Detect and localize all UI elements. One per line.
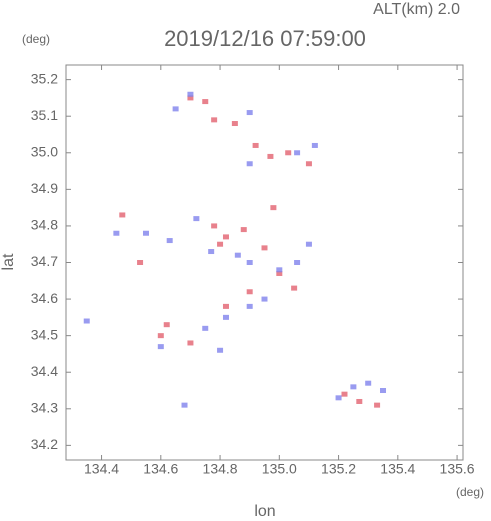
echo-point	[211, 117, 218, 123]
echo-point	[163, 322, 170, 328]
echo-point	[246, 161, 253, 167]
x-tick-label: 134.8	[203, 461, 238, 477]
echo-point	[119, 212, 126, 218]
echo-point	[246, 289, 253, 295]
echo-point	[202, 325, 209, 331]
y-tick-label: 35.2	[31, 70, 58, 86]
echo-point	[187, 91, 194, 97]
echo-point	[202, 99, 209, 105]
echo-point	[305, 161, 312, 167]
echo-point	[267, 153, 274, 159]
x-tick-label: 134.4	[84, 461, 119, 477]
y-tick-label: 34.4	[31, 363, 58, 379]
echo-point	[231, 121, 238, 127]
echo-point	[341, 391, 348, 397]
x-axis-label: lon	[254, 503, 275, 520]
x-tick-label: 135.6	[440, 461, 475, 477]
echo-point	[246, 303, 253, 309]
x-tick-label: 135.4	[380, 461, 415, 477]
echo-point	[157, 333, 164, 339]
y-tick-label: 34.2	[31, 436, 58, 452]
echo-point	[222, 234, 229, 240]
echo-point	[374, 402, 381, 408]
echo-point	[276, 267, 283, 273]
echo-point	[261, 296, 268, 302]
echo-point	[252, 142, 259, 148]
echo-point	[83, 318, 90, 324]
echo-point	[234, 252, 241, 258]
y-tick-label: 34.9	[31, 180, 58, 196]
chart-title: 2019/12/16 07:59:00	[164, 26, 366, 51]
echo-point	[240, 227, 247, 233]
echo-point	[311, 142, 318, 148]
y-tick-label: 34.6	[31, 290, 58, 306]
echo-point	[270, 205, 277, 211]
echo-point	[294, 150, 301, 156]
x-tick-label: 135.0	[262, 461, 297, 477]
echo-point	[217, 347, 224, 353]
echo-point	[137, 260, 144, 265]
echo-point	[356, 398, 363, 404]
echo-point	[166, 238, 173, 244]
echo-point	[291, 285, 298, 291]
echo-point	[261, 245, 268, 251]
echo-point	[285, 150, 292, 156]
y-unit: (deg)	[22, 32, 50, 46]
y-tick-label: 34.7	[31, 253, 58, 269]
echo-point	[350, 384, 357, 390]
echo-point	[187, 95, 194, 101]
y-tick-label: 34.8	[31, 217, 58, 233]
echo-point	[246, 110, 253, 116]
echo-point	[157, 344, 164, 350]
echo-point	[181, 402, 188, 408]
y-tick-label: 34.5	[31, 326, 58, 342]
echo-point	[211, 223, 218, 229]
echo-point	[365, 380, 372, 386]
plot-frame	[65, 64, 464, 461]
y-tick-label: 34.3	[31, 399, 58, 415]
x-tick-label: 134.6	[143, 461, 178, 477]
x-tick-label: 135.2	[321, 461, 356, 477]
altitude-label: ALT(km) 2.0	[373, 1, 460, 18]
echo-point	[276, 270, 283, 276]
echo-point	[142, 230, 149, 236]
echo-point	[113, 230, 120, 236]
echo-point	[335, 395, 342, 401]
echo-point	[193, 216, 200, 222]
echo-point	[172, 106, 179, 112]
y-tick-label: 35.0	[31, 143, 58, 159]
echo-point	[380, 388, 387, 394]
x-unit: (deg)	[456, 485, 484, 499]
echo-point	[222, 303, 229, 309]
echo-point	[294, 260, 301, 265]
y-tick-label: 35.1	[31, 107, 58, 123]
echo-point	[187, 340, 194, 346]
echo-point	[305, 241, 312, 247]
y-axis-label: lat	[0, 253, 17, 270]
echo-point	[208, 249, 215, 255]
echo-point	[246, 260, 253, 265]
echo-point	[217, 241, 224, 247]
echo-point	[222, 314, 229, 320]
